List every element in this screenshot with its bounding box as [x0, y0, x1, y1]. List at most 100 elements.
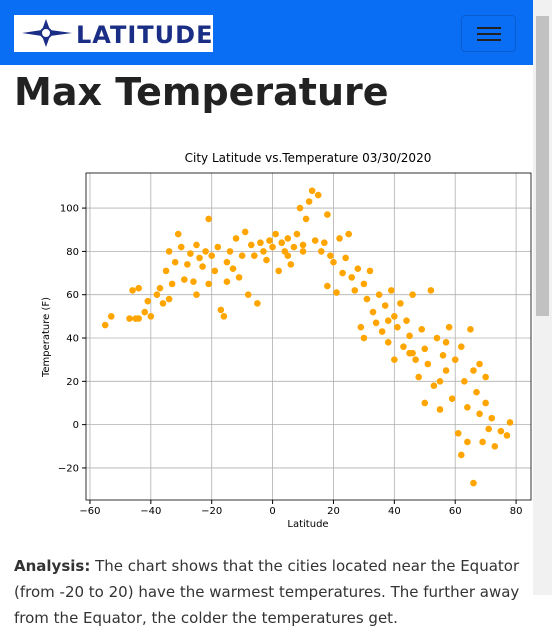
- point: [302, 215, 310, 223]
- point: [461, 378, 468, 385]
- y-tick-label: 40: [66, 334, 79, 345]
- x-tick-label: −20: [201, 506, 222, 517]
- point: [278, 239, 286, 247]
- point: [251, 252, 258, 260]
- point: [284, 235, 292, 242]
- point: [317, 248, 325, 255]
- point: [181, 276, 188, 283]
- point: [360, 280, 368, 288]
- point: [366, 267, 374, 275]
- point: [436, 378, 444, 385]
- point: [406, 332, 413, 340]
- point: [442, 339, 450, 346]
- scrollbar[interactable]: [533, 0, 552, 595]
- point: [397, 300, 404, 307]
- point: [324, 211, 331, 218]
- point: [208, 252, 216, 260]
- point: [476, 410, 483, 418]
- point: [263, 256, 270, 264]
- point: [202, 248, 209, 255]
- point: [232, 235, 240, 242]
- point: [378, 328, 386, 335]
- point: [193, 291, 200, 299]
- x-tick-label: 40: [388, 506, 401, 517]
- point: [412, 356, 419, 363]
- logo[interactable]: LATITUDE: [14, 15, 213, 52]
- point: [400, 343, 407, 350]
- y-axis-label: Temperature (F): [41, 297, 52, 378]
- point: [333, 289, 340, 296]
- point: [491, 442, 499, 450]
- point: [381, 302, 389, 309]
- y-tick-label: 100: [60, 204, 79, 215]
- point: [247, 241, 255, 249]
- point: [305, 198, 313, 205]
- point: [284, 252, 292, 260]
- point: [439, 352, 447, 359]
- point: [424, 360, 432, 368]
- point: [403, 317, 410, 324]
- point: [275, 267, 282, 275]
- point: [184, 261, 191, 268]
- point: [473, 388, 480, 396]
- y-tick-label: −20: [58, 463, 79, 474]
- point: [299, 248, 307, 255]
- point: [296, 204, 304, 212]
- point: [162, 267, 170, 275]
- point: [336, 235, 343, 242]
- point: [442, 367, 450, 374]
- point: [223, 258, 231, 266]
- point: [293, 230, 301, 238]
- logo-icon: [22, 19, 72, 47]
- point: [159, 300, 167, 307]
- point: [156, 284, 164, 292]
- chart-title: City Latitude vs.Temperature 03/30/2020: [185, 151, 432, 165]
- x-tick-label: −40: [140, 506, 161, 517]
- point: [427, 287, 435, 294]
- point: [168, 280, 176, 288]
- point: [369, 308, 377, 316]
- point: [384, 317, 392, 324]
- y-tick-label: 20: [66, 377, 79, 388]
- logo-text: LATITUDE: [76, 21, 214, 49]
- point: [342, 254, 349, 262]
- point: [421, 345, 429, 353]
- point: [214, 243, 222, 251]
- point: [101, 321, 109, 329]
- point: [375, 291, 383, 299]
- point: [147, 313, 155, 320]
- point: [299, 241, 307, 249]
- point: [226, 248, 234, 255]
- point: [187, 250, 194, 257]
- y-tick-label: 0: [73, 420, 79, 431]
- point: [324, 282, 331, 290]
- point: [153, 291, 161, 299]
- plot-frame: [85, 172, 532, 501]
- navbar: LATITUDE: [0, 0, 533, 65]
- point: [287, 261, 295, 268]
- point: [345, 230, 352, 238]
- point: [409, 291, 416, 299]
- point: [196, 254, 203, 262]
- point: [503, 432, 511, 439]
- point: [314, 191, 322, 199]
- point: [311, 237, 319, 244]
- point: [488, 414, 496, 422]
- point: [144, 297, 152, 305]
- point: [391, 313, 398, 320]
- point: [351, 287, 359, 294]
- point: [482, 399, 489, 407]
- point: [220, 313, 228, 320]
- point: [445, 323, 453, 331]
- point: [238, 252, 246, 260]
- point: [126, 315, 133, 322]
- point: [193, 241, 200, 249]
- analysis-label: Analysis:: [14, 557, 91, 575]
- menu-toggle[interactable]: [461, 15, 516, 52]
- scrollbar-thumb[interactable]: [536, 16, 549, 316]
- point: [217, 306, 225, 314]
- point: [135, 315, 142, 322]
- point: [372, 319, 380, 327]
- point: [421, 399, 429, 407]
